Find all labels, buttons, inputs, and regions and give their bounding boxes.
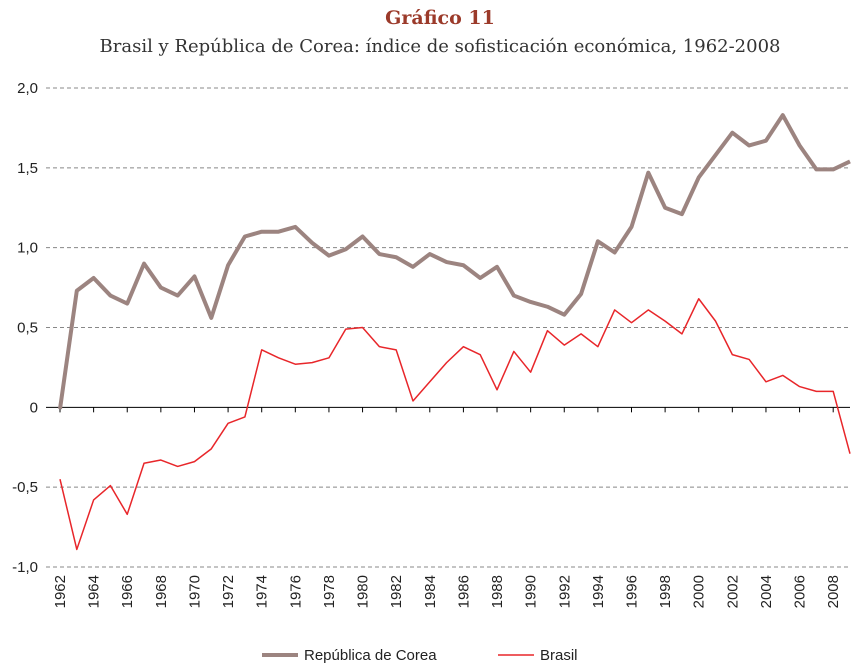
y-tick-label: 1,5 xyxy=(17,160,38,177)
y-tick-label: 0,5 xyxy=(17,320,38,337)
x-tick-label: 1974 xyxy=(254,575,271,608)
y-tick-label: -0,5 xyxy=(12,479,38,496)
y-tick-label: 2,0 xyxy=(17,80,38,97)
chart-title: Gráfico 11 xyxy=(385,7,495,29)
x-tick-label: 1988 xyxy=(489,575,506,608)
x-tick-label: 1998 xyxy=(657,575,674,608)
chart-subtitle: Brasil y República de Corea: índice de s… xyxy=(100,36,781,57)
x-tick-label: 1976 xyxy=(287,575,304,608)
x-tick-label: 1984 xyxy=(422,575,439,608)
x-tick-label: 1986 xyxy=(455,575,472,608)
x-tick-label: 2004 xyxy=(758,575,775,608)
x-tick-label: 1982 xyxy=(388,575,405,608)
x-tick-label: 1964 xyxy=(86,575,103,608)
legend-label: República de Corea xyxy=(304,647,437,664)
y-tick-label: -1,0 xyxy=(12,559,38,576)
x-tick-label: 2002 xyxy=(724,575,741,608)
x-tick-label: 1994 xyxy=(590,575,607,608)
x-tick-label: 2000 xyxy=(691,575,708,608)
x-tick-label: 1980 xyxy=(355,575,372,608)
x-tick-label: 2008 xyxy=(825,575,842,608)
x-tick-label: 2006 xyxy=(792,575,809,608)
x-tick-label: 1978 xyxy=(321,575,338,608)
y-tick-label: 0 xyxy=(30,399,38,416)
y-tick-label: 1,0 xyxy=(17,240,38,257)
x-tick-label: 1962 xyxy=(52,575,69,608)
x-tick-label: 1966 xyxy=(119,575,136,608)
x-tick-label: 1990 xyxy=(523,575,540,608)
line-series xyxy=(59,298,851,551)
line-series xyxy=(58,113,851,410)
x-tick-label: 1996 xyxy=(623,575,640,608)
x-tick-label: 1992 xyxy=(556,575,573,608)
legend-label: Brasil xyxy=(540,647,578,664)
x-tick-label: 1968 xyxy=(153,575,170,608)
x-tick-label: 1972 xyxy=(220,575,237,608)
x-tick-label: 1970 xyxy=(186,575,203,608)
